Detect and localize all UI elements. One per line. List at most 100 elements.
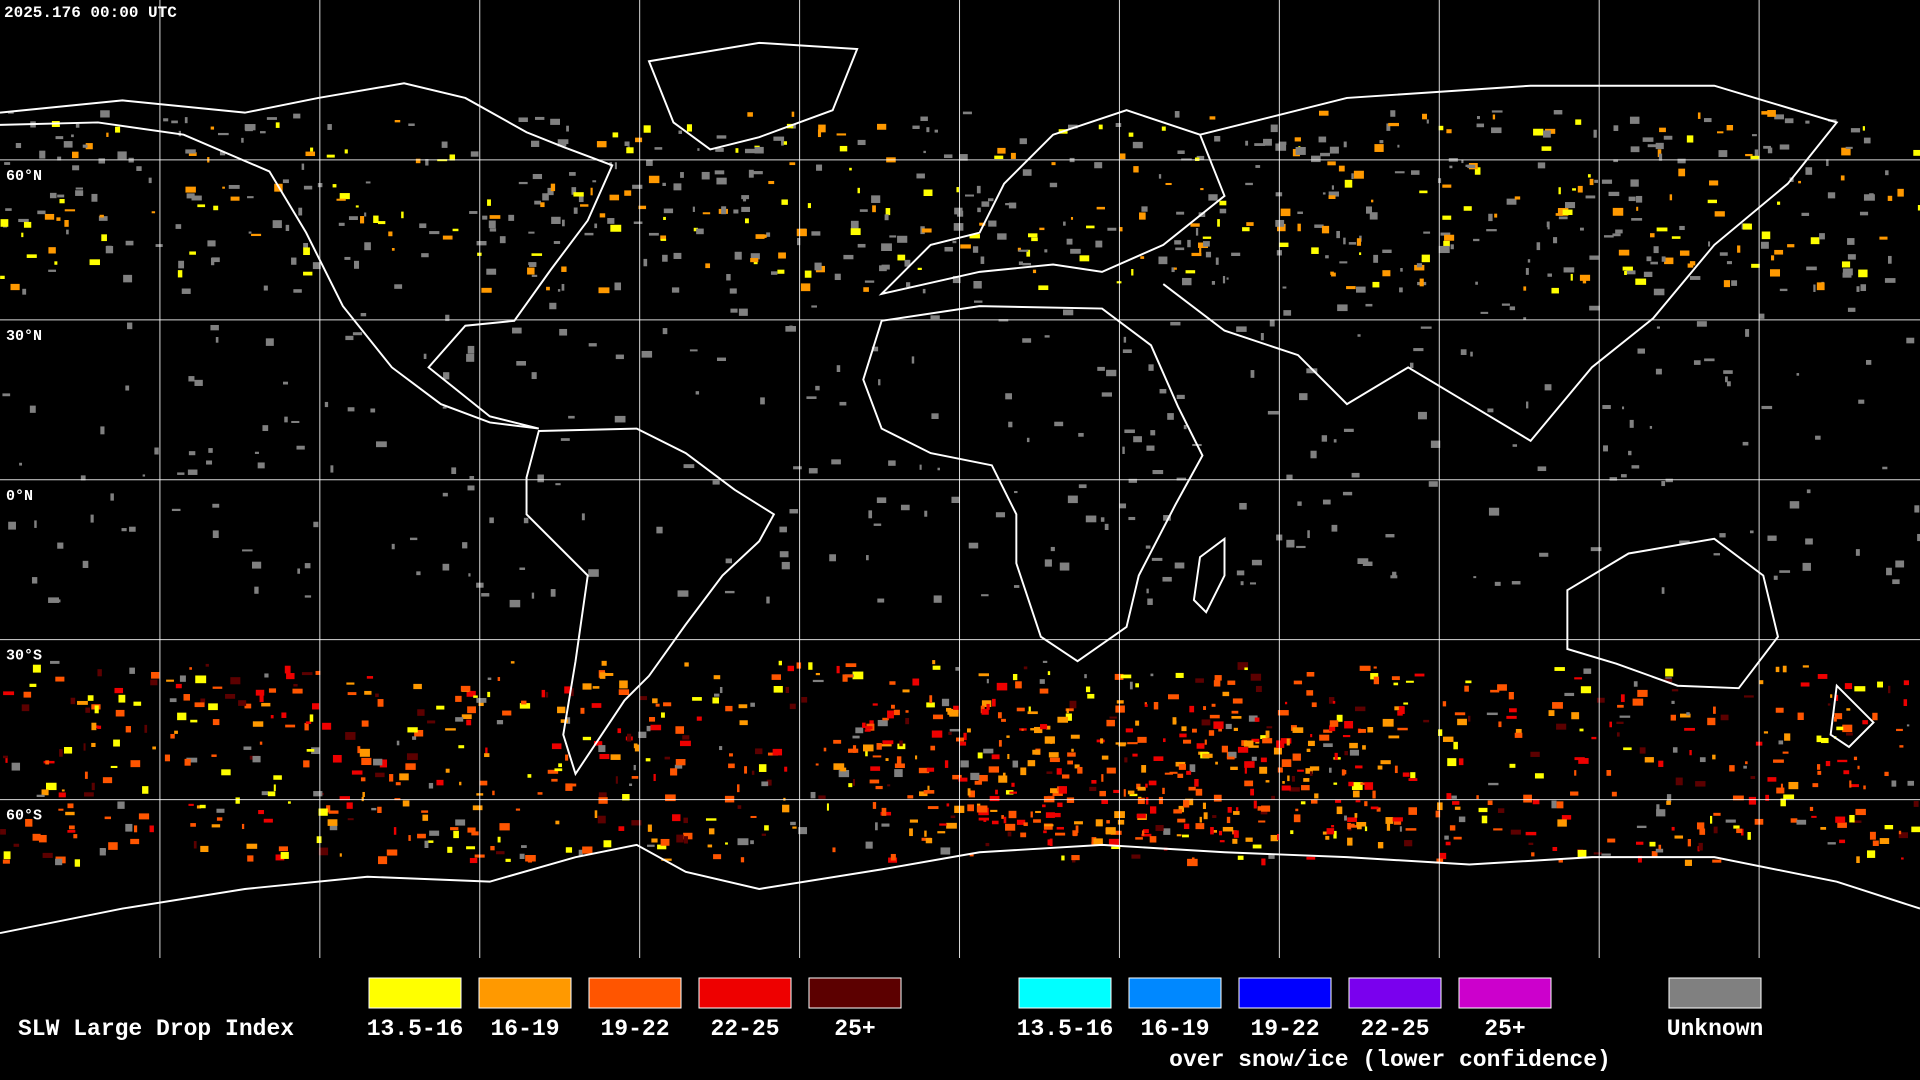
cloud-pixel bbox=[1637, 348, 1645, 354]
cloud-pixel bbox=[1290, 830, 1294, 835]
cloud-pixel bbox=[1661, 256, 1666, 262]
cloud-pixel bbox=[144, 724, 148, 733]
cloud-pixel bbox=[1725, 819, 1736, 823]
cloud-pixel bbox=[481, 593, 490, 597]
cloud-pixel bbox=[1174, 562, 1185, 569]
cloud-pixel bbox=[1175, 247, 1185, 251]
cloud-pixel bbox=[1556, 723, 1567, 730]
cloud-pixel bbox=[1457, 718, 1467, 726]
cloud-pixel bbox=[946, 822, 957, 829]
cloud-pixel bbox=[470, 151, 479, 157]
cloud-pixel bbox=[1798, 180, 1801, 184]
cloud-pixel bbox=[54, 261, 58, 265]
cloud-pixel bbox=[1779, 570, 1791, 573]
cloud-pixel bbox=[1444, 234, 1455, 241]
cloud-pixel bbox=[551, 743, 562, 750]
cloud-pixel bbox=[345, 335, 354, 341]
cloud-pixel bbox=[1590, 547, 1602, 552]
cloud-pixel bbox=[1393, 820, 1402, 825]
cloud-pixel bbox=[1127, 742, 1138, 745]
cloud-pixel bbox=[958, 777, 968, 782]
cloud-pixel bbox=[401, 211, 404, 219]
cloud-pixel bbox=[1106, 820, 1110, 824]
cloud-pixel bbox=[865, 726, 873, 730]
cloud-pixel bbox=[624, 190, 632, 196]
cloud-pixel bbox=[1311, 155, 1321, 163]
cloud-pixel bbox=[1190, 223, 1200, 227]
cloud-pixel bbox=[1271, 795, 1275, 800]
cloud-pixel bbox=[115, 709, 125, 717]
cloud-pixel bbox=[245, 125, 253, 132]
cloud-pixel bbox=[1309, 766, 1320, 771]
cloud-pixel bbox=[1397, 144, 1400, 148]
legend-title: SLW Large Drop Index bbox=[18, 1016, 294, 1042]
cloud-pixel bbox=[193, 841, 197, 849]
cloud-pixel bbox=[816, 164, 823, 171]
cloud-pixel bbox=[273, 784, 276, 792]
cloud-pixel bbox=[1318, 136, 1327, 143]
cloud-pixel bbox=[1158, 796, 1163, 805]
cloud-pixel bbox=[216, 817, 223, 821]
cloud-pixel bbox=[459, 781, 462, 786]
cloud-pixel bbox=[1649, 841, 1656, 847]
cloud-pixel bbox=[1637, 855, 1642, 863]
cloud-pixel bbox=[978, 774, 988, 782]
cloud-pixel bbox=[1382, 270, 1391, 277]
cloud-pixel bbox=[603, 672, 614, 676]
cloud-pixel bbox=[1635, 841, 1644, 845]
cloud-pixel bbox=[91, 193, 98, 202]
cloud-pixel bbox=[1399, 826, 1402, 832]
cloud-pixel bbox=[1574, 677, 1583, 680]
cloud-pixel bbox=[937, 831, 946, 834]
cloud-pixel bbox=[1446, 793, 1452, 800]
cloud-pixel bbox=[618, 689, 630, 696]
cloud-pixel bbox=[1307, 530, 1310, 539]
cloud-pixel bbox=[1049, 757, 1060, 763]
cloud-pixel bbox=[1003, 816, 1007, 824]
cloud-pixel bbox=[484, 753, 490, 758]
cloud-pixel bbox=[981, 700, 992, 708]
cloud-pixel bbox=[1072, 830, 1078, 836]
cloud-pixel bbox=[1533, 128, 1544, 136]
cloud-pixel bbox=[1601, 853, 1611, 856]
cloud-pixel bbox=[662, 328, 668, 335]
cloud-pixel bbox=[1306, 368, 1318, 374]
cloud-pixel bbox=[591, 703, 602, 708]
cloud-pixel bbox=[952, 240, 957, 244]
cloud-pixel bbox=[1208, 194, 1218, 201]
cloud-pixel bbox=[1537, 162, 1546, 169]
cloud-pixel bbox=[941, 698, 950, 707]
cloud-pixel bbox=[1849, 780, 1852, 788]
cloud-pixel bbox=[590, 187, 593, 196]
cloud-pixel bbox=[1393, 682, 1399, 686]
cloud-pixel bbox=[670, 768, 678, 776]
cloud-pixel bbox=[610, 224, 622, 232]
cloud-pixel bbox=[1603, 445, 1608, 452]
cloud-pixel bbox=[133, 825, 138, 833]
cloud-pixel bbox=[1748, 796, 1757, 805]
cloud-pixel bbox=[1493, 828, 1503, 831]
legend-swatch bbox=[368, 977, 462, 1009]
cloud-pixel bbox=[1019, 138, 1027, 145]
cloud-pixel bbox=[1612, 233, 1621, 237]
cloud-pixel bbox=[967, 804, 975, 812]
cloud-pixel bbox=[1106, 719, 1115, 727]
cloud-pixel bbox=[1643, 271, 1653, 278]
cloud-pixel bbox=[747, 112, 753, 117]
cloud-pixel bbox=[1443, 240, 1450, 247]
cloud-pixel bbox=[909, 819, 918, 823]
cloud-pixel bbox=[1578, 758, 1589, 764]
cloud-pixel bbox=[1428, 481, 1438, 487]
cloud-pixel bbox=[154, 447, 159, 455]
cloud-pixel bbox=[1362, 745, 1366, 750]
cloud-pixel bbox=[912, 678, 920, 686]
cloud-pixel bbox=[82, 144, 88, 148]
cloud-pixel bbox=[781, 199, 788, 205]
cloud-pixel bbox=[1030, 811, 1033, 818]
cloud-pixel bbox=[1354, 813, 1358, 818]
cloud-pixel bbox=[869, 779, 880, 784]
cloud-pixel bbox=[1669, 194, 1673, 201]
cloud-pixel bbox=[1416, 263, 1423, 268]
cloud-pixel bbox=[683, 836, 688, 844]
cloud-pixel bbox=[974, 780, 982, 785]
